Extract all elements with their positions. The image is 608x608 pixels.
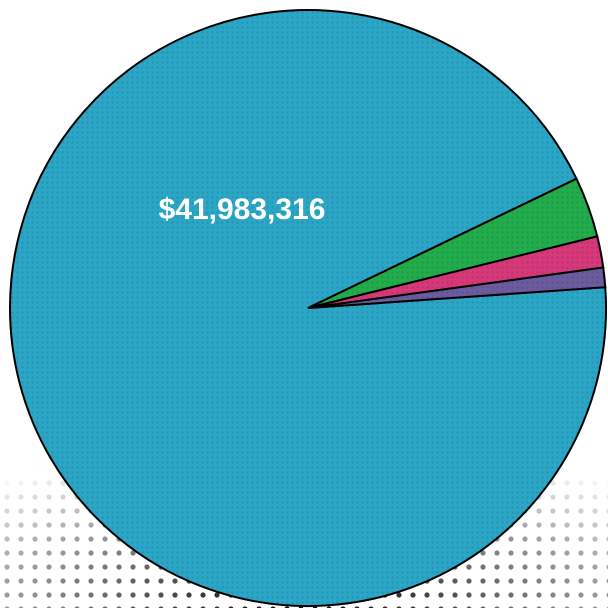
chart: $41,983,316 [0,0,608,608]
slice-label: $41,983,316 [159,193,326,226]
page: $41,983,316 (() => { const data = JSON.p… [0,0,608,608]
pie [10,10,606,606]
